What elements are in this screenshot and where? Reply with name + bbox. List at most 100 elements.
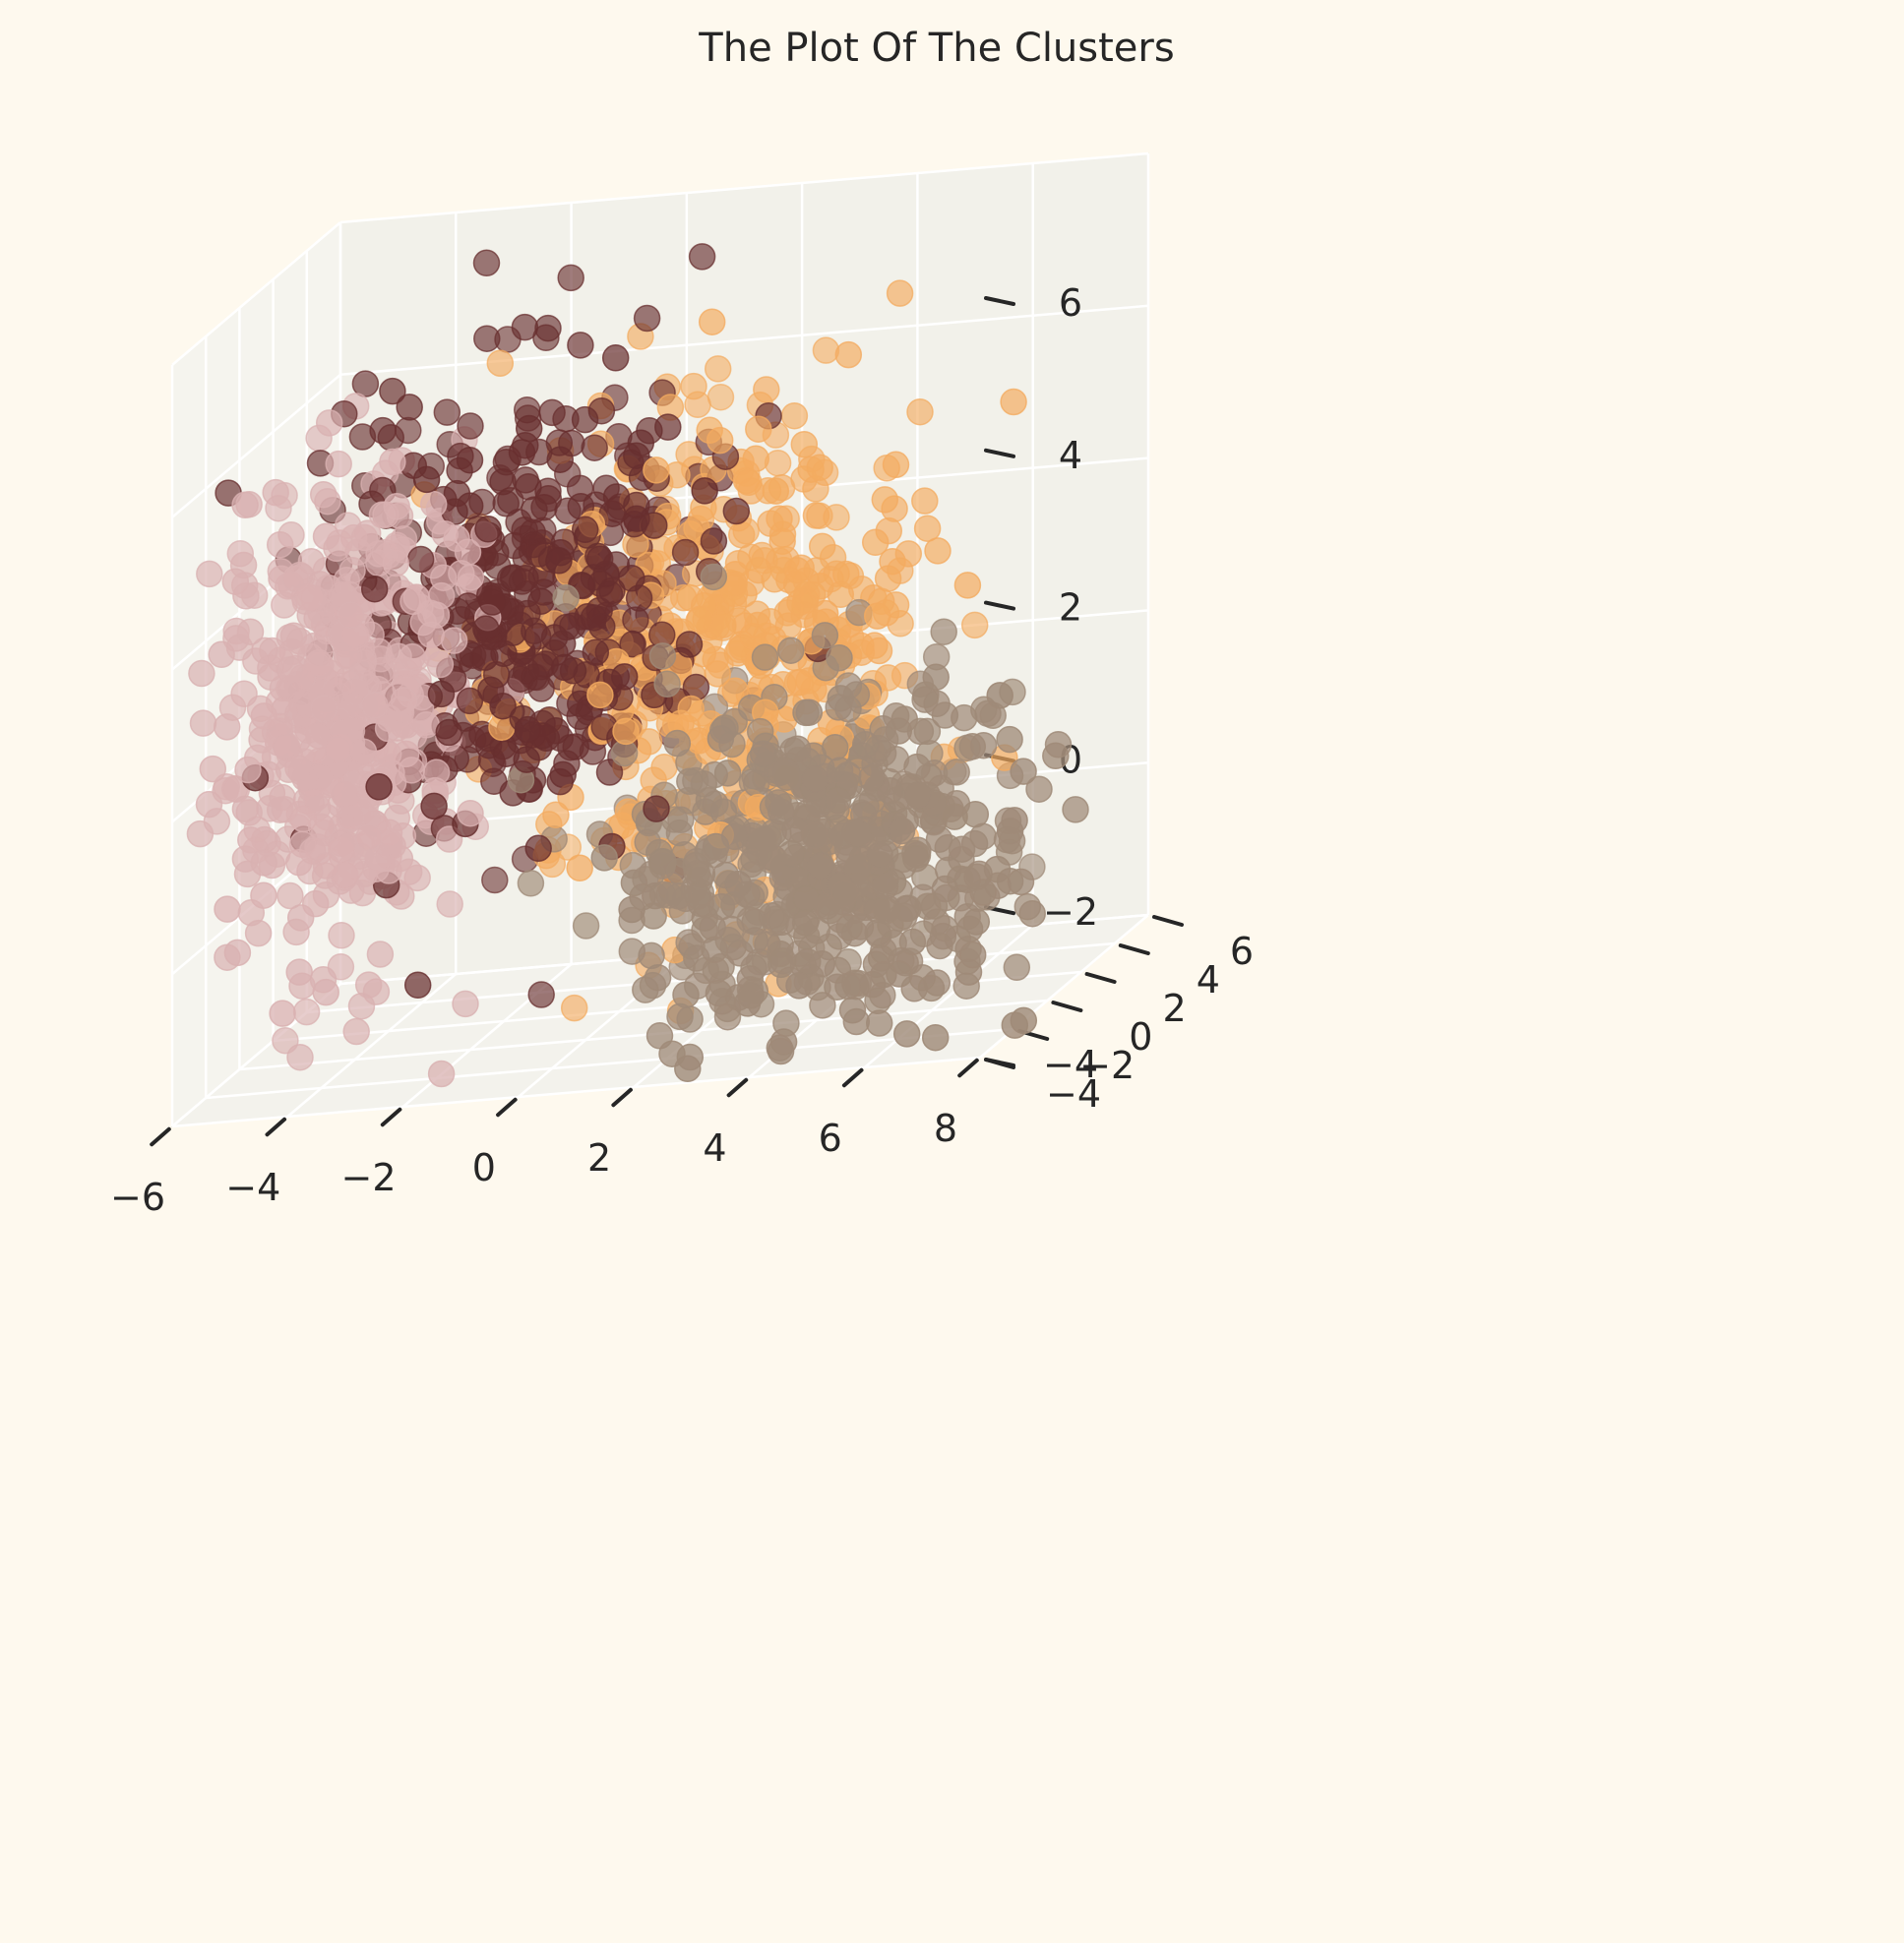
scatter-point xyxy=(511,313,539,341)
scatter-point xyxy=(1003,953,1031,982)
scatter-point xyxy=(691,477,718,505)
scatter-point xyxy=(440,627,468,654)
scatter-point xyxy=(744,611,771,639)
scatter-point xyxy=(958,733,987,760)
scatter-point xyxy=(250,702,278,730)
y-tick-mark xyxy=(1051,1001,1083,1012)
scatter-point xyxy=(276,881,304,910)
scatter-point xyxy=(879,547,906,576)
scatter-point xyxy=(1042,742,1070,770)
scatter-point xyxy=(402,583,431,612)
scatter-point xyxy=(722,497,751,525)
scatter-point xyxy=(325,450,352,478)
scatter-point xyxy=(700,563,728,591)
scatter-point xyxy=(1025,775,1053,803)
x-tick-label: 8 xyxy=(934,1107,957,1150)
scatter-point xyxy=(764,449,792,477)
scatter-point xyxy=(273,734,300,761)
scatter-point xyxy=(262,478,289,507)
scatter-point xyxy=(892,1020,921,1048)
scatter-point xyxy=(871,486,899,514)
scatter-point xyxy=(515,414,543,443)
scatter-point xyxy=(941,803,968,830)
scatter-point xyxy=(996,818,1024,845)
scatter-point xyxy=(809,992,836,1019)
scatter-point xyxy=(567,332,594,359)
scatter-point xyxy=(360,575,389,603)
scatter-point xyxy=(546,446,574,473)
scatter-point xyxy=(806,454,833,481)
scatter-point xyxy=(641,512,668,539)
scatter-point xyxy=(285,958,313,986)
y-tick-label: 4 xyxy=(1197,958,1220,1002)
x-tick-mark xyxy=(957,1058,979,1078)
scatter-point xyxy=(745,415,772,443)
x-tick-label: 6 xyxy=(819,1117,842,1160)
scatter-point xyxy=(342,1017,370,1046)
scatter-point xyxy=(309,480,338,509)
scatter-point xyxy=(735,468,763,497)
scatter-point xyxy=(882,451,910,479)
scatter-point xyxy=(767,1037,795,1065)
x-tick-mark xyxy=(611,1087,633,1108)
scatter-point xyxy=(911,487,939,515)
scatter-point xyxy=(189,709,217,737)
y-tick-label: 2 xyxy=(1163,987,1187,1030)
scatter-point xyxy=(289,805,318,833)
scatter-point xyxy=(338,557,366,584)
scatter-point xyxy=(737,982,765,1009)
grid-line-y xyxy=(206,1027,1014,1100)
scatter-point xyxy=(196,560,223,588)
scatter-point xyxy=(598,577,626,605)
y-tick-label: 0 xyxy=(1129,1015,1152,1059)
scatter-point xyxy=(676,767,704,796)
scatter-point xyxy=(305,648,333,677)
scatter-point xyxy=(310,695,338,723)
scatter-point xyxy=(571,516,599,544)
scatter-point xyxy=(830,880,859,908)
x-tick-label: −6 xyxy=(110,1176,165,1219)
scatter-point xyxy=(231,795,260,823)
scatter-point xyxy=(917,974,946,1002)
scatter-point xyxy=(724,870,752,898)
scatter-point xyxy=(922,663,950,692)
scatter-point xyxy=(581,434,608,461)
scatter-point xyxy=(365,773,393,801)
scatter-point xyxy=(761,566,788,593)
scatter-point xyxy=(746,717,774,746)
grid-line-y xyxy=(239,999,1048,1071)
scatter-point xyxy=(382,549,410,577)
scatter-point xyxy=(379,448,406,476)
scatter-point xyxy=(633,304,661,333)
scatter-point xyxy=(704,355,732,383)
scatter-point xyxy=(885,717,913,745)
scatter-point xyxy=(713,759,742,787)
scatter-point xyxy=(948,835,976,863)
scatter-point xyxy=(354,971,383,999)
scatter-point xyxy=(426,650,455,679)
scatter-point xyxy=(751,643,779,671)
scatter-point xyxy=(701,936,728,964)
scatter-point xyxy=(379,377,406,405)
scatter-point xyxy=(721,677,749,705)
scatter-point xyxy=(671,538,700,567)
x-tick-label: −2 xyxy=(341,1156,397,1199)
scatter-point xyxy=(250,881,277,909)
scatter-point xyxy=(801,821,829,850)
scatter-point xyxy=(486,349,515,377)
scatter-point xyxy=(674,1055,702,1083)
x-tick-label: 0 xyxy=(472,1146,496,1189)
scatter-point xyxy=(601,344,630,372)
y-tick-mark xyxy=(1152,915,1184,927)
scatter-point xyxy=(698,308,726,335)
scatter-point xyxy=(456,687,484,715)
scatter-point xyxy=(832,560,860,588)
scatter-point xyxy=(534,314,562,342)
scatter-point xyxy=(705,979,733,1007)
scatter-point xyxy=(188,659,215,688)
z-tick-mark xyxy=(984,296,1015,306)
y-tick-label: −4 xyxy=(1046,1072,1101,1116)
scatter-point xyxy=(427,1060,456,1088)
scatter-point xyxy=(913,515,942,542)
scatter-point xyxy=(702,832,730,861)
